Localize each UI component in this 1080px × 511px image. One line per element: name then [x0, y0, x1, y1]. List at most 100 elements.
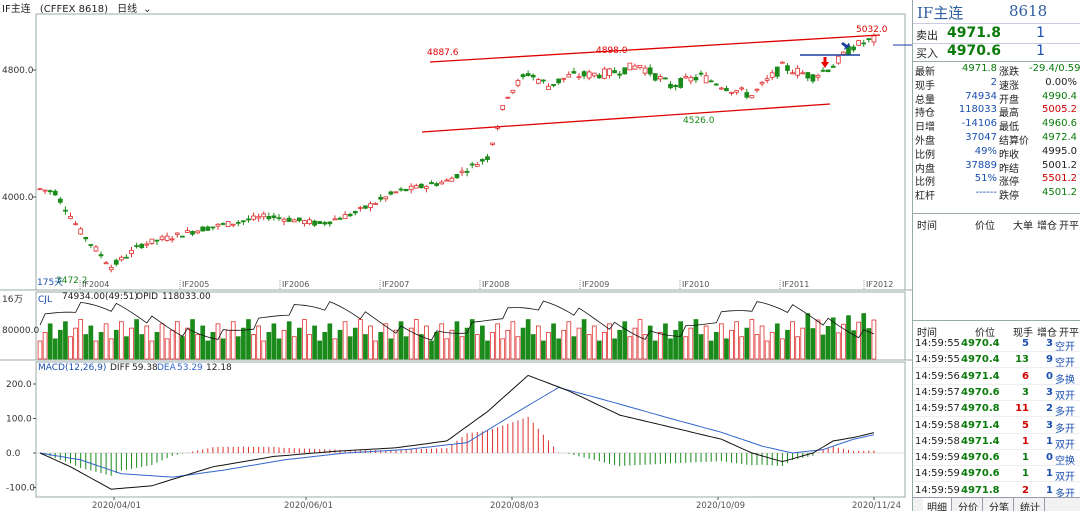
candle-body: [434, 183, 439, 186]
stat-label: 最高: [999, 108, 1019, 120]
volume-bar: [413, 319, 419, 360]
volume-bar: [617, 329, 623, 360]
volume-bar: [393, 329, 399, 360]
volume-bar: [668, 338, 673, 360]
tab-2[interactable]: 分笔: [985, 498, 1014, 511]
tick-cell: 空换: [1055, 456, 1075, 468]
candle-body: [861, 42, 867, 45]
macd-diff-label: DIFF: [110, 363, 130, 373]
chart-area[interactable]: 4800.0 4000.0 4887.6 4898.0 5032.0 4526.0 3472…: [0, 0, 912, 511]
volume-bar: [185, 327, 190, 360]
quote-panel: IF主连 8618 卖出 4971.8 1 买入 4970.6 1 最新 4971…: [912, 0, 1080, 511]
volume-bar: [434, 332, 439, 360]
tick-row[interactable]: 14:59:58 4971.4 1 1 双开: [913, 433, 1080, 451]
price-panel-frame: [35, 13, 906, 291]
volume-bar: [627, 336, 633, 360]
candle-body: [246, 218, 251, 221]
kline-chart[interactable]: 4800.0 4000.0 4887.6 4898.0 5032.0 4526.0 3472…: [0, 0, 912, 511]
volume-bar: [52, 338, 58, 360]
candle-body: [373, 203, 378, 205]
macd-axis-label: -100.0: [6, 484, 35, 494]
macd-value: 12.18: [206, 363, 232, 373]
candle-body: [673, 84, 678, 88]
tick-row[interactable]: 14:59:57 4970.8 11 2 多开: [913, 400, 1080, 418]
volume-bar: [215, 323, 221, 360]
volume-bar: [149, 340, 155, 360]
volume-bar: [835, 332, 841, 360]
tick-cell: 5: [1022, 419, 1029, 431]
contract-label: IF2011: [782, 280, 809, 289]
chevron-down-icon[interactable]: ⌄: [143, 4, 152, 15]
volume-bar: [246, 319, 251, 360]
candle-body: [805, 72, 811, 79]
tick-cell: 3: [1046, 338, 1053, 349]
stat-value: 5501.2: [1042, 173, 1077, 185]
volume-bar: [108, 338, 114, 360]
bid-label: 买入: [916, 47, 938, 60]
tick-row[interactable]: 14:59:59 4970.6 1 1 双开: [913, 465, 1080, 484]
tick-cell: 14:59:59: [915, 484, 960, 496]
stat-value: 118033: [958, 104, 997, 116]
volume-bar: [195, 334, 200, 360]
ask-row[interactable]: 卖出 4971.8 1: [913, 24, 1080, 44]
column-header: 开平: [1059, 221, 1079, 232]
stat-value: 4972.4: [1042, 132, 1077, 143]
candle-body: [586, 71, 592, 79]
macd-diff-value: 59.38: [132, 363, 158, 373]
tick-cell: 11: [1015, 403, 1029, 415]
candle-body: [169, 238, 175, 241]
tick-cell: 双开: [1055, 472, 1075, 484]
tick-row[interactable]: 14:59:57 4970.6 3 3 双开: [913, 384, 1080, 402]
stat-label: 开盘: [999, 94, 1019, 106]
volume-bar: [180, 336, 185, 360]
candle-body: [820, 69, 826, 72]
volume-bar: [780, 338, 785, 360]
volume-bar: [561, 329, 567, 360]
candle-body: [230, 223, 236, 226]
tick-row[interactable]: 14:59:59 4970.6 1 0 空换: [913, 449, 1080, 468]
macd-dea-label: DEA: [157, 363, 177, 373]
candle-body: [271, 215, 277, 218]
big-order-header: 时间 价位 大单 增仓 开平: [913, 213, 1080, 232]
candle-body: [530, 74, 536, 78]
tick-cell: 14:59:55: [915, 338, 960, 349]
period-selector[interactable]: 日线 ⌄: [117, 4, 157, 15]
volume-bar: [530, 334, 536, 360]
tick-row[interactable]: 14:59:56 4971.4 6 0 多换: [913, 368, 1080, 386]
volume-bar: [724, 338, 729, 360]
stats-row: 最新 4971.8涨跌 -29.4/0.59%: [913, 62, 1080, 78]
tab-1[interactable]: 分价: [954, 498, 983, 511]
candle-body: [642, 67, 648, 74]
volume-indicator-name: CJL: [38, 295, 52, 305]
tick-cell: 1: [1022, 468, 1029, 480]
candle-body: [378, 196, 384, 200]
candle-body: [352, 210, 358, 214]
tick-row[interactable]: 14:59:55 4970.4 5 3 空开: [913, 335, 1080, 353]
volume-bar: [286, 321, 292, 360]
volume-bar: [861, 313, 867, 360]
stat-value: ------: [975, 187, 997, 199]
candle-body: [459, 170, 465, 174]
tab-0[interactable]: 明细: [923, 498, 952, 511]
tab-3[interactable]: 统计: [1016, 498, 1045, 511]
candle-body: [429, 182, 434, 185]
stat-value: 5001.2: [1042, 159, 1077, 171]
contract-label: IF2007: [382, 280, 409, 289]
volume-bar: [673, 329, 678, 360]
contract-label: IF2010: [682, 280, 709, 289]
volume-bar: [271, 323, 277, 360]
tick-cell: 2: [1046, 403, 1053, 415]
volume-bar: [739, 336, 745, 360]
candle-body: [866, 38, 872, 41]
volume-bar: [190, 319, 195, 360]
volume-bar: [373, 340, 378, 360]
volume-bar: [652, 340, 658, 360]
bid-row[interactable]: 买入 4970.6 1: [913, 42, 1080, 62]
volume-bar: [515, 336, 521, 360]
tick-row[interactable]: 14:59:58 4971.4 5 3 多开: [913, 417, 1080, 435]
candle-body: [556, 78, 561, 84]
volume-bar: [525, 319, 531, 360]
candle-body: [347, 213, 353, 217]
volume-bar: [439, 323, 445, 360]
tick-row[interactable]: 14:59:55 4970.4 13 9 空开: [913, 351, 1080, 369]
